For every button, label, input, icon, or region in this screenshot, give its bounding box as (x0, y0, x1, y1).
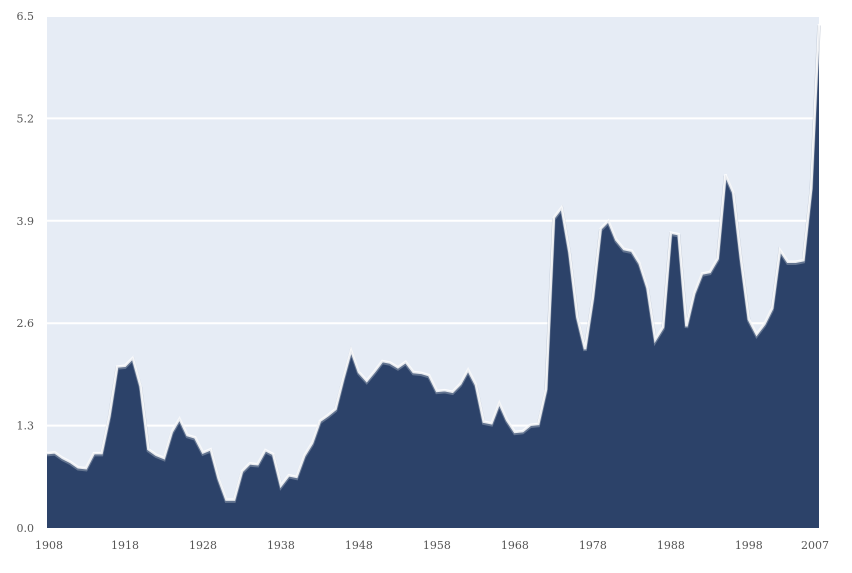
y-tick-label: 5.2 (17, 112, 35, 125)
x-tick-label: 1988 (657, 539, 685, 552)
x-tick-label: 2007 (801, 539, 829, 552)
x-tick-label: 1958 (423, 539, 451, 552)
x-tick-label: 1998 (735, 539, 763, 552)
x-tick-label: 1938 (267, 539, 295, 552)
x-tick-label: 1908 (35, 539, 63, 552)
y-axis: 0.0 1.3 2.6 3.9 5.2 6.5 (17, 10, 35, 535)
y-tick-label: 0.0 (17, 522, 35, 535)
x-tick-label: 1978 (579, 539, 607, 552)
y-tick-label: 6.5 (17, 10, 35, 23)
y-tick-label: 2.6 (17, 317, 35, 330)
x-tick-label: 1968 (501, 539, 529, 552)
y-tick-label: 3.9 (17, 215, 35, 228)
y-tick-label: 1.3 (17, 420, 35, 433)
x-axis: 1908 1918 1928 1938 1948 1958 1968 1978 1988 1998… (35, 539, 829, 552)
x-tick-label: 1948 (345, 539, 373, 552)
x-tick-label: 1918 (111, 539, 139, 552)
series-outline (46, 23, 821, 501)
x-tick-label: 1928 (189, 539, 217, 552)
series-area (47, 23, 819, 528)
